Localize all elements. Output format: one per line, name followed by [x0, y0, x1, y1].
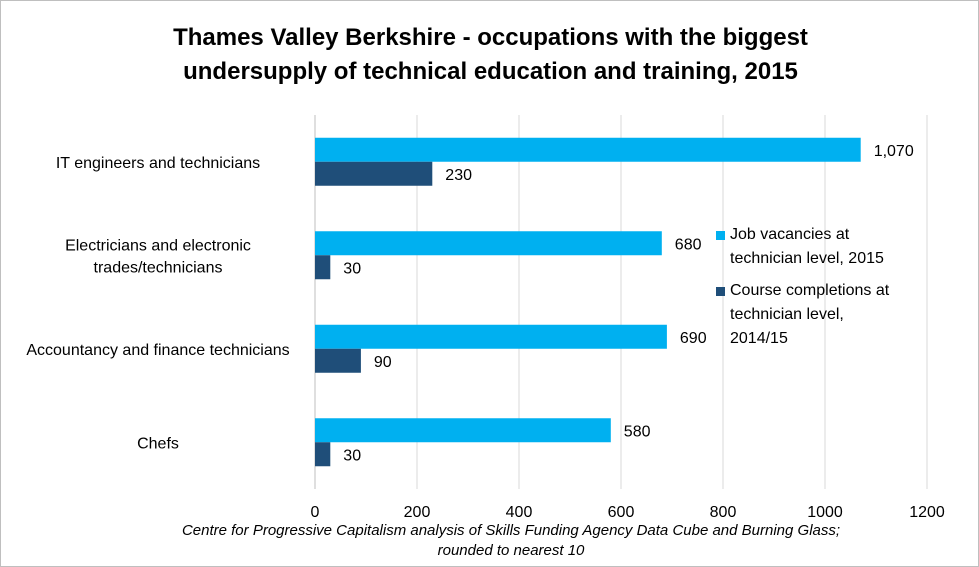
value-label: 680 — [675, 236, 702, 253]
bar-completions-2 — [315, 348, 361, 373]
x-tick-label: 1000 — [807, 504, 843, 521]
category-label: Accountancy and finance technicians — [26, 342, 289, 359]
value-labels: 1,070 230 680 30 690 90 580 30 — [343, 143, 914, 465]
value-label: 580 — [624, 423, 651, 440]
bar-completions-1 — [315, 255, 331, 280]
category-label: IT engineers and technicians — [56, 155, 260, 172]
chart-title-line-1: Thames Valley Berkshire - occupations wi… — [173, 24, 808, 51]
bar-completions-3 — [315, 442, 331, 467]
x-tick-label: 800 — [710, 504, 737, 521]
source-line-1: Centre for Progressive Capitalism analys… — [181, 522, 841, 539]
bar-vacancies-1 — [315, 231, 662, 256]
source-note: Centre for Progressive Capitalism analys… — [1, 521, 978, 561]
bars — [315, 137, 861, 467]
value-label: 30 — [343, 447, 361, 464]
category-label: Chefs — [137, 435, 179, 452]
source-line-2: rounded to nearest 10 — [437, 542, 585, 559]
value-label: 1,070 — [874, 143, 914, 160]
legend-label-vacancies: Job vacancies at technician level, 2015 — [730, 226, 884, 267]
x-tick-label: 600 — [608, 504, 635, 521]
x-tick-label: 0 — [311, 504, 320, 521]
legend-swatch-vacancies — [716, 231, 725, 240]
legend-item-completions: Course completions at technician level, … — [716, 279, 926, 351]
value-label: 230 — [445, 167, 472, 184]
category-label: Electricians and electronic trades/techni… — [65, 237, 251, 276]
bar-vacancies-2 — [315, 324, 667, 349]
legend-swatch-completions — [716, 287, 725, 296]
x-tick-labels: 0 200 400 600 800 1000 1200 — [311, 504, 945, 521]
chart-title-line-2: undersupply of technical education and t… — [183, 58, 798, 85]
bar-vacancies-0 — [315, 137, 861, 162]
x-tick-label: 200 — [404, 504, 431, 521]
value-label: 90 — [374, 354, 392, 371]
bar-vacancies-3 — [315, 418, 611, 443]
bar-completions-0 — [315, 161, 433, 186]
x-tick-label: 400 — [506, 504, 533, 521]
legend: Job vacancies at technician level, 2015 … — [716, 223, 926, 359]
x-tick-label: 1200 — [909, 504, 945, 521]
chart-title: Thames Valley Berkshire - occupations wi… — [1, 21, 978, 89]
legend-label-completions: Course completions at technician level, … — [730, 282, 890, 347]
legend-item-vacancies: Job vacancies at technician level, 2015 — [716, 223, 926, 271]
value-label: 690 — [680, 330, 707, 347]
category-labels: IT engineers and technicians Electricians… — [26, 155, 289, 453]
value-label: 30 — [343, 260, 361, 277]
